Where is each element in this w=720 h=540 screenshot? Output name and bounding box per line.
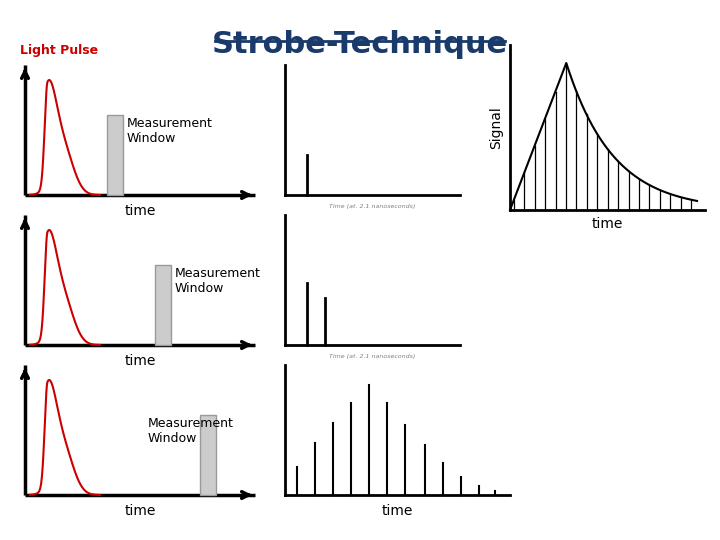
Text: Light Pulse: Light Pulse xyxy=(20,44,98,57)
Text: time: time xyxy=(382,504,413,518)
Text: Time (at. 2.1 nanoseconds): Time (at. 2.1 nanoseconds) xyxy=(329,354,415,359)
Text: time: time xyxy=(125,354,156,368)
Text: Measurement
Window: Measurement Window xyxy=(175,267,261,295)
Bar xyxy=(155,265,171,345)
Text: time: time xyxy=(125,504,156,518)
Text: time: time xyxy=(125,204,156,218)
Text: Time (at. 2.1 nanoseconds): Time (at. 2.1 nanoseconds) xyxy=(329,204,415,209)
Text: Strobe-Technique: Strobe-Technique xyxy=(212,30,508,59)
Text: Signal: Signal xyxy=(489,106,503,149)
Bar xyxy=(200,415,216,495)
Bar xyxy=(107,115,123,195)
Text: Measurement
Window: Measurement Window xyxy=(127,117,213,145)
Text: Measurement
Window: Measurement Window xyxy=(148,417,234,445)
Text: time: time xyxy=(592,217,624,231)
